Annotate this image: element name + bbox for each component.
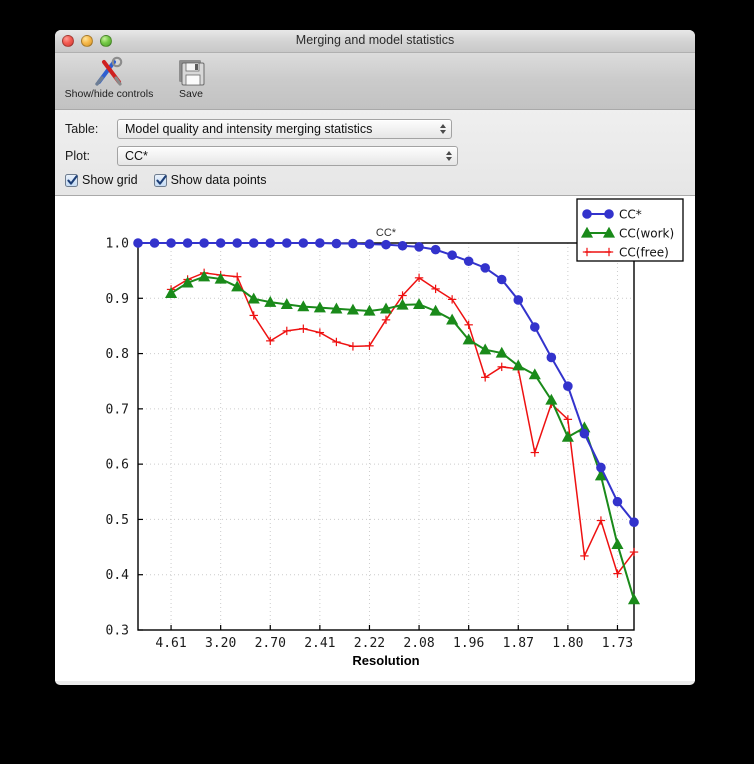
checkmark-icon [65,173,78,187]
show-hide-controls-button[interactable]: Show/hide controls [64,53,154,100]
minimize-button[interactable] [81,35,93,47]
show-grid-checkbox[interactable]: Show grid [65,173,138,187]
zoom-button[interactable] [100,35,112,47]
svg-text:0.9: 0.9 [106,292,129,307]
svg-text:CC(free): CC(free) [619,246,669,260]
svg-text:0.8: 0.8 [106,347,129,362]
show-grid-label: Show grid [82,173,138,187]
svg-text:0.5: 0.5 [106,513,129,528]
window-titlebar[interactable]: Merging and model statistics [55,30,695,53]
window-title: Merging and model statistics [295,33,455,47]
chevron-updown-icon [440,123,446,134]
plot-area: 1.0 0.9 0.8 0.7 0.6 0.5 0.4 0.3 4.61 3.20 2.70 2.41… [55,196,695,681]
svg-text:1.80: 1.80 [552,636,583,651]
controls-panel: Table: Model quality and intensity mergi… [55,110,695,196]
plot-row: Plot: CC* [55,144,695,167]
table-select-value: Model quality and intensity merging stat… [125,121,373,136]
svg-text:CC(work): CC(work) [619,227,674,241]
svg-text:1.96: 1.96 [453,636,484,651]
svg-text:1.73: 1.73 [602,636,633,651]
svg-text:Resolution: Resolution [352,653,419,668]
svg-text:0.7: 0.7 [106,402,129,417]
save-button[interactable]: Save [169,53,213,100]
checkmark-icon [153,173,167,187]
svg-text:2.70: 2.70 [255,636,286,651]
table-label: Table: [65,121,99,136]
plot-label: Plot: [65,148,91,163]
svg-text:3.20: 3.20 [205,636,236,651]
show-data-points-checkbox[interactable]: Show data points [153,173,267,187]
svg-text:4.61: 4.61 [155,636,186,651]
chart-svg[interactable]: 1.0 0.9 0.8 0.7 0.6 0.5 0.4 0.3 4.61 3.20 2.70 2.41… [55,196,695,681]
floppy-disk-save-icon [176,56,206,86]
svg-text:2.41: 2.41 [304,636,335,651]
svg-text:2.08: 2.08 [403,636,434,651]
svg-text:0.6: 0.6 [106,458,129,473]
svg-text:0.4: 0.4 [106,568,130,583]
plot-select[interactable]: CC* [117,145,458,166]
toolbar: Show/hide controls Save [55,53,695,110]
table-select[interactable]: Model quality and intensity merging stat… [117,118,452,139]
plot-select-value: CC* [125,148,148,163]
table-row: Table: Model quality and intensity mergi… [55,117,695,140]
svg-text:CC*: CC* [376,227,397,239]
tools-icon [92,56,126,86]
svg-text:0.3: 0.3 [106,624,129,639]
chevron-updown-icon [446,150,452,161]
window-controls [62,35,112,47]
svg-text:2.22: 2.22 [354,636,385,651]
close-button[interactable] [62,35,74,47]
checkbox-row: Show grid Show data points [55,171,695,189]
svg-text:CC*: CC* [619,208,642,222]
app-window: Merging and model statistics Show/hid [55,30,695,685]
svg-text:1.87: 1.87 [503,636,534,651]
save-label: Save [179,88,203,100]
svg-text:1.0: 1.0 [106,237,129,252]
show-hide-controls-label: Show/hide controls [64,88,154,100]
show-data-points-label: Show data points [170,173,267,187]
